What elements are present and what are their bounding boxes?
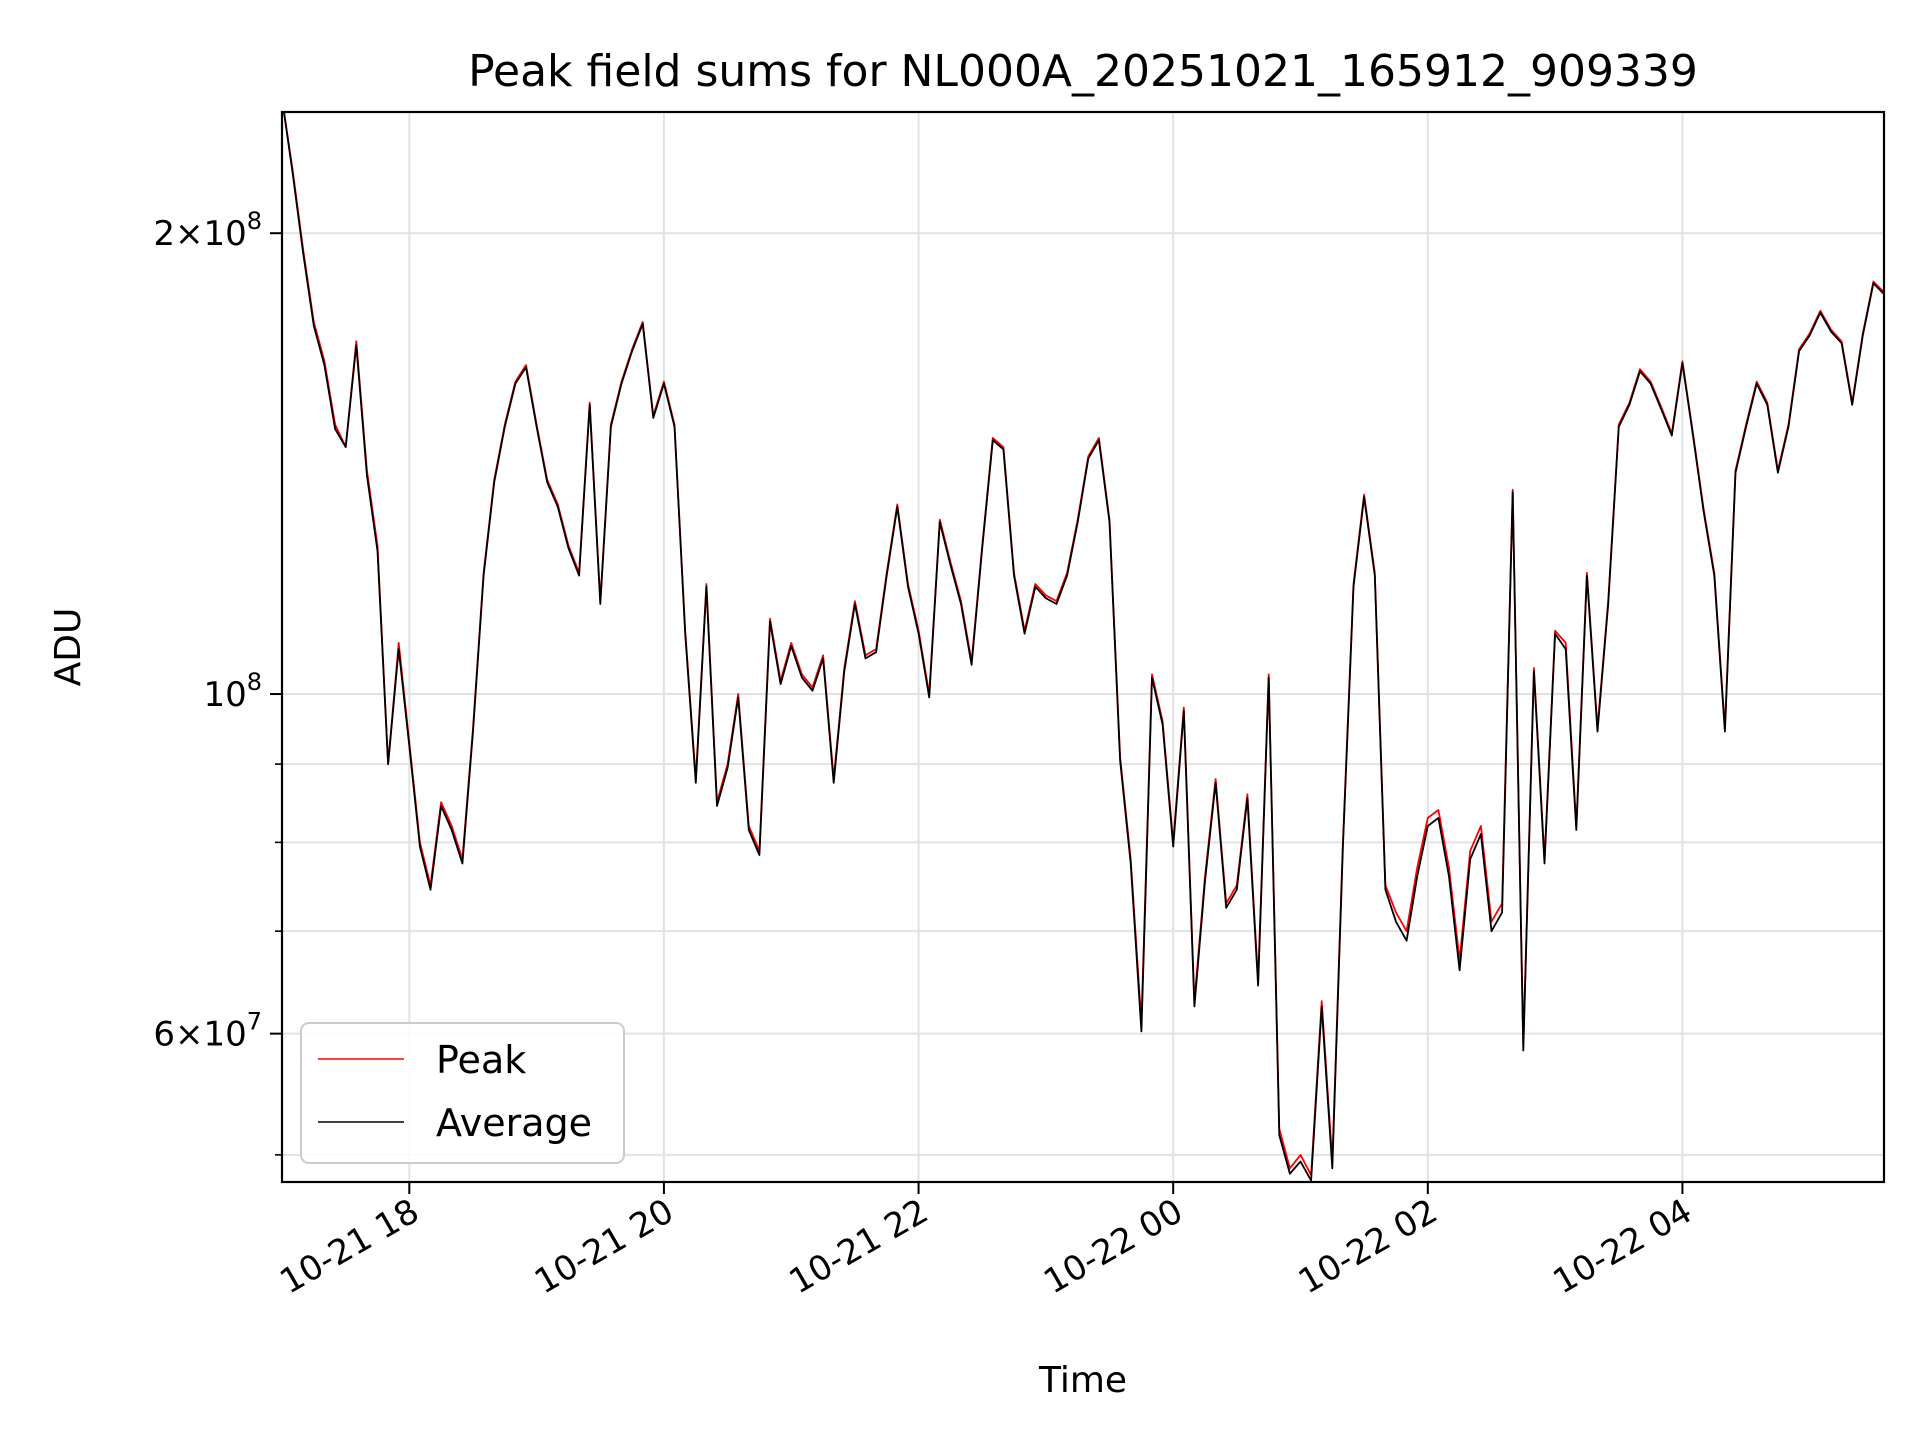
legend-box [300,1022,625,1164]
chart-title: Peak field sums for NL000A_20251021_1659… [468,46,1698,97]
legend-label-average: Average [436,1101,592,1145]
plot-frame [280,110,1886,1184]
y-axis-label: ADU [48,608,89,687]
y-tick-label: 108 [203,668,262,715]
x-axis-label: Time [1038,1360,1127,1401]
series-line-average [283,112,1884,1182]
legend: Peak Average [300,1022,625,1164]
y-tick-label: 2×108 [153,207,262,254]
y-tick-label: 6×107 [153,1008,262,1055]
legend-label-peak: Peak [436,1038,526,1082]
series-lines [283,112,1884,1182]
chart-text: Peak field sums for NL000A_20251021_1659… [48,46,1698,1401]
